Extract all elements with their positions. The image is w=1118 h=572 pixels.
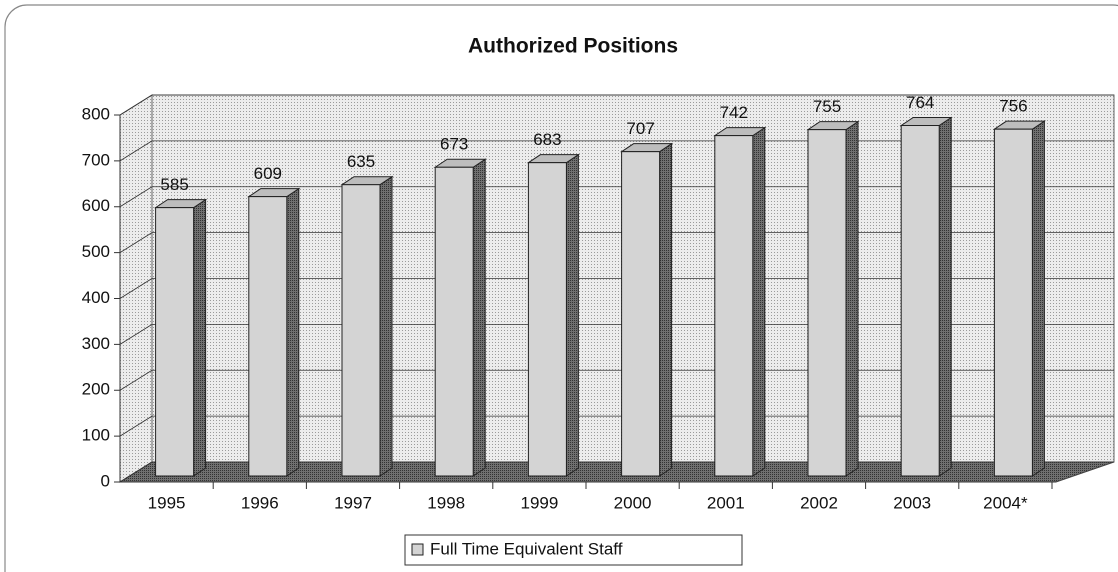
x-tick-label: 1998 <box>427 493 465 512</box>
y-tick-label: 600 <box>82 196 110 215</box>
bar <box>527 162 567 477</box>
x-tick-label: 2001 <box>707 493 745 512</box>
bar-side <box>938 116 952 477</box>
y-tick-label: 100 <box>82 426 110 445</box>
data-label: 609 <box>254 164 282 183</box>
legend-box <box>404 534 743 566</box>
bar <box>807 129 847 477</box>
legend-swatch <box>411 543 424 556</box>
data-label: 756 <box>999 97 1027 116</box>
x-tick-label: 1995 <box>148 493 186 512</box>
grid-line <box>119 232 153 253</box>
x-tick-label: 1996 <box>241 493 279 512</box>
grid-line <box>119 461 153 483</box>
grid-line <box>119 415 153 437</box>
grid-line <box>119 94 153 116</box>
chart-title: Authorized Positions <box>468 35 678 58</box>
data-label: 707 <box>626 119 654 138</box>
chart-frame <box>4 4 1118 572</box>
bar-side <box>845 120 859 477</box>
x-tick-label: 1999 <box>520 493 558 512</box>
data-label: 635 <box>347 152 375 171</box>
grid-line <box>119 140 153 162</box>
bar-side <box>286 187 300 477</box>
y-tick-label: 400 <box>82 288 110 307</box>
grid-line <box>119 278 153 299</box>
y-tick-label: 300 <box>82 334 110 353</box>
y-tick-label: 0 <box>101 471 110 490</box>
bar-side <box>659 142 673 477</box>
grid-line <box>119 324 153 345</box>
x-tick-label: 2003 <box>893 493 931 512</box>
data-label: 683 <box>533 130 561 149</box>
y-tick-label: 200 <box>82 380 110 399</box>
legend-label: Full Time Equivalent Staff <box>430 539 623 558</box>
y-tick-label: 700 <box>82 150 110 169</box>
bar-side <box>565 153 579 477</box>
bar-side <box>752 126 766 477</box>
y-tick-label: 500 <box>82 242 110 261</box>
x-tick-label: 2002 <box>800 493 838 512</box>
data-label: 764 <box>906 93 934 112</box>
bar <box>993 128 1033 477</box>
data-label: 755 <box>813 97 841 116</box>
x-tick-label: 1997 <box>334 493 372 512</box>
bar <box>155 207 195 477</box>
bar <box>900 125 940 477</box>
grid-line <box>119 369 153 391</box>
bar-side <box>472 158 486 477</box>
bar-side <box>379 175 393 477</box>
bar <box>341 184 381 477</box>
bar <box>248 196 288 477</box>
data-label: 585 <box>160 175 188 194</box>
bar <box>621 151 661 477</box>
bar-side <box>193 198 207 477</box>
bar <box>434 166 474 477</box>
x-tick-label: 2000 <box>614 493 652 512</box>
data-label: 742 <box>720 103 748 122</box>
y-tick-label: 800 <box>82 104 110 123</box>
grid-line <box>119 186 153 208</box>
data-label: 673 <box>440 135 468 154</box>
bar-side <box>1031 120 1045 477</box>
bar <box>714 135 754 477</box>
x-tick-label: 2004* <box>983 493 1028 512</box>
